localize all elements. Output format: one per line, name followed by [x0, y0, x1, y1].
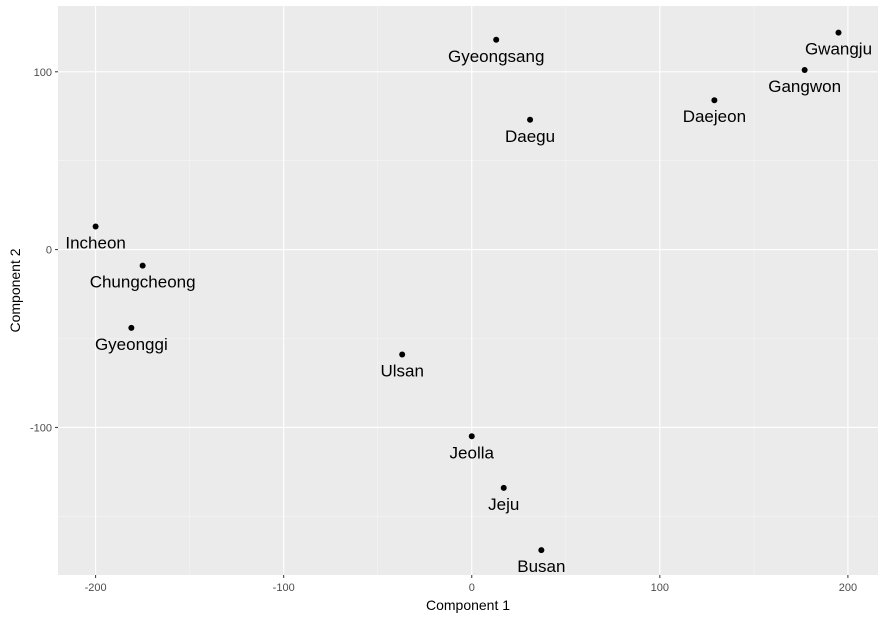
y-tick-label: -100 [30, 422, 52, 434]
data-point [538, 547, 545, 554]
data-point [527, 116, 534, 123]
x-tick-label: -200 [85, 582, 107, 594]
data-point [801, 67, 808, 74]
data-point-label: Gwangju [805, 40, 872, 59]
data-point [835, 29, 842, 36]
data-point-label: Incheon [65, 233, 126, 252]
data-point-label: Gangwon [768, 77, 841, 96]
data-point [92, 223, 99, 230]
data-point-label: Daegu [505, 127, 555, 146]
x-tick-label: 100 [651, 582, 669, 594]
data-point [139, 262, 146, 269]
x-axis-title: Component 1 [426, 597, 510, 613]
y-tick-label: 100 [34, 67, 52, 79]
data-point [711, 97, 718, 104]
y-tick-label: 0 [46, 245, 52, 257]
x-tick-label: 200 [839, 582, 857, 594]
data-point-label: Ulsan [380, 362, 423, 381]
y-axis-title: Component 2 [7, 248, 23, 332]
data-point-label: Jeolla [450, 443, 495, 462]
data-point-label: Chungcheong [90, 273, 196, 292]
data-point-label: Jeju [488, 495, 519, 514]
data-point-label: Gyeongsang [448, 47, 544, 66]
data-point-label: Daejeon [683, 107, 746, 126]
data-point [493, 36, 500, 43]
data-point [468, 433, 475, 440]
x-tick-label: -100 [273, 582, 295, 594]
x-tick-label: 0 [469, 582, 475, 594]
data-point [128, 324, 135, 331]
data-point-label: Busan [517, 557, 565, 576]
data-point [500, 484, 507, 491]
data-point [399, 351, 406, 358]
data-point-label: Gyeonggi [95, 335, 168, 354]
plot-panel [58, 6, 878, 575]
